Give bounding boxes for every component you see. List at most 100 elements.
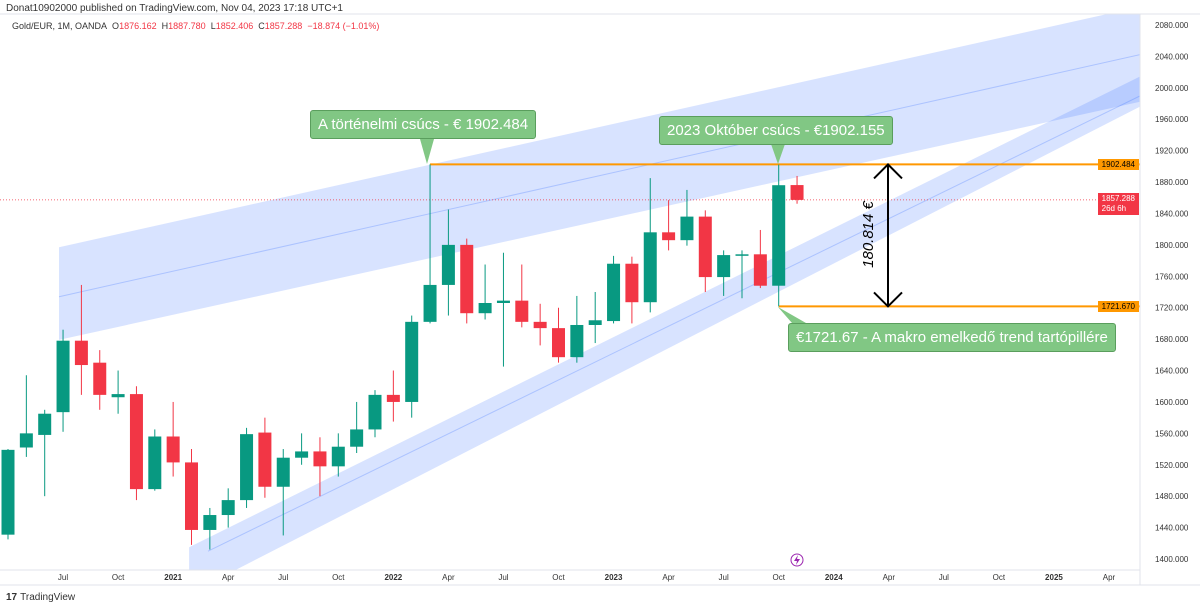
close-value: 1857.288 (264, 21, 303, 31)
candle (680, 189, 694, 246)
time-tick-label: 2021 (164, 573, 182, 582)
support-price-label: 1721.670 (1097, 301, 1139, 312)
time-tick-label: Oct (772, 573, 785, 582)
candle-body (570, 324, 584, 358)
candle (588, 292, 602, 344)
ath-callout[interactable]: A történelmi csúcs - € 1902.484 (310, 110, 537, 139)
time-tick-label: Apr (1103, 573, 1116, 582)
time-tick-label: Apr (442, 573, 455, 582)
price-tick-label: 1840.000 (1155, 209, 1189, 218)
candle-body (295, 451, 309, 458)
candle (533, 303, 547, 346)
candle-body (331, 446, 345, 467)
upper-channel-midline (58, 54, 1140, 298)
change-value: −18.874 (−1.01%) (307, 21, 380, 31)
candle (56, 329, 70, 432)
candle (552, 307, 565, 363)
symbol-name: Gold/EUR, 1M, OANDA (12, 21, 108, 31)
candle (221, 488, 235, 528)
candle-body (405, 321, 419, 402)
time-tick-label: Oct (112, 573, 125, 582)
price-tick-label: 1480.000 (1155, 492, 1189, 501)
candle-body (276, 457, 290, 487)
candle-body (19, 433, 33, 448)
time-tick-label: 2022 (384, 573, 402, 582)
candle (478, 264, 492, 320)
oct-callout-pointer (771, 144, 785, 164)
time-tick-label: 2023 (605, 573, 623, 582)
price-tick-label: 1520.000 (1155, 461, 1189, 470)
price-tick-label: 1600.000 (1155, 398, 1189, 407)
price-tick-label: 2040.000 (1155, 52, 1189, 61)
candle-body (148, 436, 162, 490)
candle (607, 255, 621, 324)
candle (735, 250, 749, 299)
lightning-event-icon (790, 553, 804, 567)
high-label: H (161, 21, 169, 31)
candle (717, 250, 731, 296)
candle-body (93, 362, 107, 395)
candle (295, 433, 309, 465)
candle (93, 350, 107, 410)
footer: 17 TradingView (6, 592, 75, 603)
candle (772, 164, 786, 307)
candle (148, 429, 162, 491)
candle (405, 315, 419, 418)
price-tick-label: 1760.000 (1155, 272, 1189, 281)
candle-body (790, 185, 804, 200)
bar-countdown: 26d 6h (1101, 204, 1127, 213)
time-tick-label: 2024 (825, 573, 843, 582)
candle (350, 401, 364, 453)
time-tick-label: Jul (58, 573, 68, 582)
candle-body (552, 328, 565, 358)
arrow-down-icon (873, 291, 903, 308)
price-tick-label: 1400.000 (1155, 555, 1189, 564)
low-value: 1852.406 (215, 21, 254, 31)
candle-body (423, 284, 437, 322)
time-tick-label: Apr (883, 573, 896, 582)
candle-body (350, 429, 364, 447)
candle (423, 164, 437, 324)
candle (74, 284, 88, 395)
low-label: L (210, 21, 216, 31)
candle (203, 507, 217, 550)
open-value: 1876.162 (119, 21, 157, 31)
candle (166, 401, 180, 477)
candle-body (717, 255, 731, 278)
price-tick-label: 1720.000 (1155, 304, 1189, 313)
lightning-glyph (794, 555, 800, 565)
candle-body (772, 185, 786, 286)
candle (111, 370, 125, 414)
candle-body (478, 302, 492, 314)
candle-body (258, 432, 272, 487)
lower-channel-band (189, 76, 1140, 570)
candle-body (386, 394, 400, 402)
candle (38, 409, 52, 497)
support-callout[interactable]: €1721.67 - A makro emelkedő trend tartóp… (788, 323, 1116, 352)
candle-body (735, 254, 749, 256)
candle (662, 200, 676, 251)
candle (185, 449, 198, 545)
publish-info: Donat10902000 published on TradingView.c… (6, 3, 343, 14)
last-price: 1857.288 (1101, 194, 1135, 203)
time-tick-label: Oct (552, 573, 565, 582)
candle (441, 209, 455, 316)
price-tick-label: 1920.000 (1155, 147, 1189, 156)
candle-body (533, 321, 547, 329)
price-tick-label: 1880.000 (1155, 178, 1189, 187)
candle (258, 417, 272, 498)
candle-body (460, 244, 474, 314)
close-label: C (258, 21, 265, 31)
price-tick-label: 1640.000 (1155, 367, 1189, 376)
tradingview-logo: 17 (6, 592, 18, 603)
candle (331, 433, 345, 477)
price-range-measure: 180.814 € (859, 201, 877, 268)
october-peak-callout[interactable]: 2023 Október csúcs - €1902.155 (659, 116, 893, 145)
plot-area (0, 14, 1140, 570)
last-price-label: 1857.288 26d 6h (1097, 193, 1139, 215)
candle-body (240, 434, 254, 501)
candle (625, 256, 639, 324)
candle-body (515, 300, 529, 322)
